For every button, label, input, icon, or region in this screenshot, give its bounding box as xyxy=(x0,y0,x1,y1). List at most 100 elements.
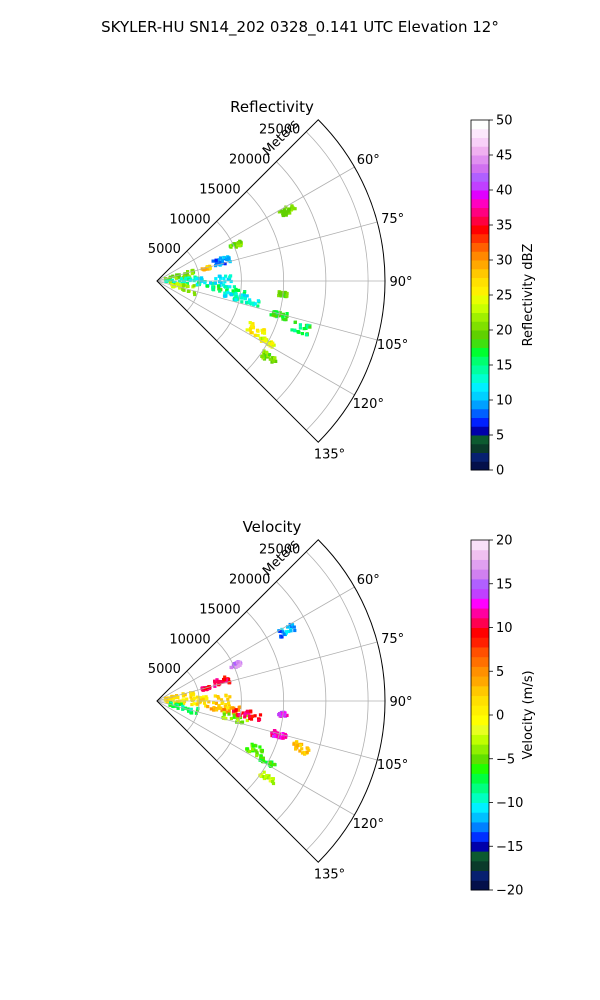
reflectivity-echo-gate xyxy=(190,271,194,276)
velocity-colorbar-tick-label: −15 xyxy=(496,840,523,855)
reflectivity-range-tick-label: 20000 xyxy=(229,153,270,168)
reflectivity-echo-gate xyxy=(284,205,288,209)
reflectivity-echo-gate xyxy=(177,283,181,287)
reflectivity-colorbar-bin xyxy=(471,233,489,243)
reflectivity-colorbar-bin xyxy=(471,435,489,445)
velocity-echo-gate xyxy=(243,715,247,719)
reflectivity-echo-gate xyxy=(192,284,196,288)
reflectivity-echo-gate xyxy=(248,321,252,325)
velocity-colorbar-bin xyxy=(471,763,489,774)
reflectivity-echo-gate xyxy=(278,313,282,317)
reflectivity-echo-gate xyxy=(284,213,288,217)
velocity-echo-gate xyxy=(181,707,185,711)
velocity-echo-gate xyxy=(189,711,193,715)
velocity-colorbar-bin xyxy=(471,851,489,862)
reflectivity-echo-gate xyxy=(216,284,221,288)
velocity-echo-gate xyxy=(283,732,287,737)
velocity-range-tick-label: 15000 xyxy=(199,602,240,617)
reflectivity-colorbar-bin xyxy=(471,155,489,165)
reflectivity-echo-gate xyxy=(288,211,292,215)
reflectivity-echo-gate xyxy=(256,304,260,308)
reflectivity-echo-gate xyxy=(268,357,272,361)
velocity-echo-gate xyxy=(181,698,185,702)
reflectivity-colorbar-bin xyxy=(471,216,489,226)
velocity-echo-gate xyxy=(198,696,202,700)
velocity-colorbar-bin xyxy=(471,715,489,726)
reflectivity-echo-gate xyxy=(248,300,252,304)
velocity-echo-gate xyxy=(176,706,180,710)
velocity-echo-gate xyxy=(245,709,249,713)
reflectivity-radial-gridline xyxy=(156,280,355,396)
reflectivity-echo-gate xyxy=(242,293,246,297)
reflectivity-echo-gate xyxy=(214,258,218,262)
velocity-echo-gate xyxy=(226,706,230,710)
velocity-colorbar-bin xyxy=(471,812,489,823)
velocity-echo-gate xyxy=(182,701,186,705)
reflectivity-echo-gate xyxy=(278,311,282,315)
reflectivity-echo-gate xyxy=(282,290,287,295)
velocity-echo-gate xyxy=(294,740,299,745)
reflectivity-echo-gate xyxy=(208,264,212,268)
velocity-echo-gate xyxy=(224,680,228,684)
reflectivity-echo-gate xyxy=(226,256,231,260)
reflectivity-echo-gate xyxy=(236,241,240,245)
reflectivity-angle-tick-label: 90° xyxy=(389,275,412,290)
reflectivity-colorbar-bin xyxy=(471,408,489,418)
reflectivity-colorbar-bin xyxy=(471,225,489,235)
velocity-colorbar-bin xyxy=(471,724,489,735)
reflectivity-echo-gate xyxy=(270,343,274,347)
reflectivity-angle-tick-label: 135° xyxy=(314,448,345,463)
reflectivity-echo-gate xyxy=(289,206,294,210)
velocity-echo-gate xyxy=(251,747,255,751)
reflectivity-echo-gate xyxy=(234,295,238,299)
velocity-echo-gate xyxy=(257,718,261,722)
reflectivity-echo-gate xyxy=(285,314,289,319)
reflectivity-echo-gate xyxy=(181,284,185,288)
reflectivity-echo-gate xyxy=(168,276,172,280)
reflectivity-colorbar-bin xyxy=(471,251,489,261)
reflectivity-echo-gate xyxy=(240,296,244,300)
reflectivity-echo-gate xyxy=(186,289,190,293)
velocity-range-tick-label: 5000 xyxy=(148,662,181,677)
velocity-echo-gate xyxy=(223,675,227,679)
reflectivity-echo-gate xyxy=(211,285,215,289)
velocity-echo-gate xyxy=(214,701,218,705)
reflectivity-echo-gate xyxy=(225,287,229,291)
reflectivity-colorbar-tick-label: 25 xyxy=(496,289,513,304)
velocity-echo-gate xyxy=(231,711,235,715)
velocity-colorbar-tick-label: 5 xyxy=(496,665,504,680)
reflectivity-echo-gate xyxy=(250,302,254,306)
reflectivity-echo-gate xyxy=(258,336,262,340)
velocity-echo-gate xyxy=(241,711,245,715)
reflectivity-echo-gate xyxy=(224,274,228,278)
velocity-echo-gate xyxy=(232,706,236,710)
reflectivity-echo-gate xyxy=(185,272,189,276)
velocity-colorbar-bin xyxy=(471,831,489,842)
reflectivity-echo-gate xyxy=(293,329,297,333)
velocity-echo-gate xyxy=(287,629,291,634)
velocity-echo-gate xyxy=(189,707,193,711)
reflectivity-echo-gate xyxy=(245,301,249,305)
reflectivity-echo-gate xyxy=(222,255,226,260)
velocity-echo-gate xyxy=(284,735,288,739)
velocity-echo-gate xyxy=(213,681,217,685)
velocity-colorbar-bin xyxy=(471,578,489,590)
reflectivity-range-tick-label: 15000 xyxy=(199,182,240,197)
reflectivity-range-tick-label: 25000 xyxy=(259,123,300,138)
velocity-echo-gate xyxy=(229,716,233,721)
figure-suptitle: SKYLER-HU SN14_202 0328_0.141 UTC Elevat… xyxy=(101,18,499,37)
velocity-echo-gate xyxy=(305,750,309,754)
reflectivity-echo-gate xyxy=(253,333,257,337)
velocity-echo-gate xyxy=(227,712,231,716)
velocity-echo-gate xyxy=(290,623,295,627)
reflectivity-echo-gate xyxy=(229,293,233,297)
reflectivity-colorbar-bin xyxy=(471,303,489,313)
velocity-echo-gate xyxy=(207,700,211,704)
velocity-echo-gate xyxy=(196,695,200,699)
velocity-colorbar-tick-label: 10 xyxy=(496,621,513,636)
velocity-echo-gate xyxy=(289,625,293,629)
velocity-echo-gate xyxy=(204,704,208,708)
reflectivity-echo-gate xyxy=(287,207,291,211)
reflectivity-echo-gate xyxy=(224,292,228,296)
